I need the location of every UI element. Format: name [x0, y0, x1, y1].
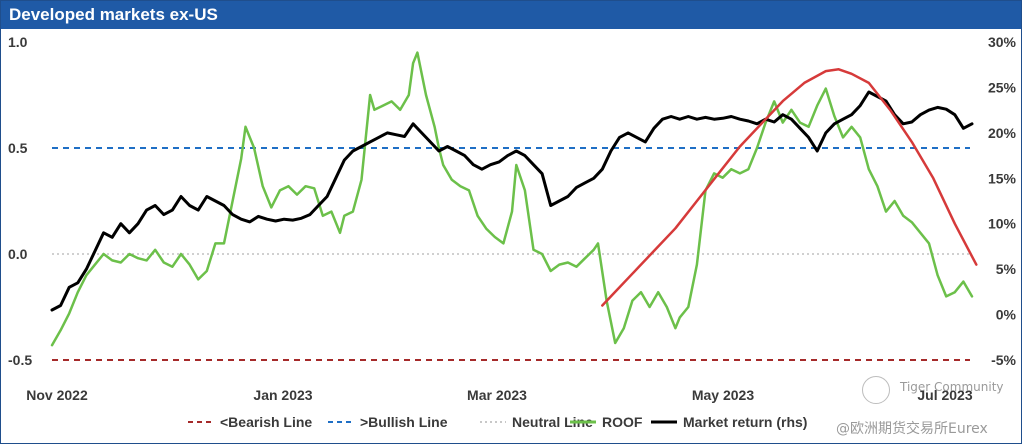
y-right-tick-label: 15% [988, 170, 1017, 186]
legend-label: ROOF [602, 414, 643, 430]
x-tick-label: Jan 2023 [253, 387, 312, 403]
y-left-tick-label: -0.5 [8, 352, 32, 368]
y-right-tick-label: 5% [996, 261, 1017, 277]
y-right-tick-label: 30% [988, 34, 1017, 50]
chart-title: Developed markets ex-US [9, 5, 218, 24]
series-line-2 [601, 68, 978, 307]
y-right-tick-label: 10% [988, 216, 1017, 232]
watermark-line1: Tiger Community [900, 380, 1004, 394]
legend-label: Neutral Line [512, 414, 593, 430]
legend-label: <Bearish Line [220, 414, 312, 430]
legend-label: Market return (rhs) [683, 414, 807, 430]
y-right-tick-label: 20% [988, 125, 1017, 141]
reference-lines [52, 147, 970, 361]
x-tick-label: Jul 2023 [917, 387, 972, 403]
legend: <Bearish Line >Bullish Line Neutral Line RO… [188, 414, 807, 430]
legend-label: >Bullish Line [360, 414, 448, 430]
y-left-axis: 1.0 0.5 0.0 -0.5 [8, 34, 32, 368]
y-right-tick-label: 0% [996, 307, 1017, 323]
y-right-tick-label: 25% [988, 79, 1017, 95]
tiger-logo-icon [862, 376, 890, 404]
watermark-line2: @欧洲期货交易所Eurex [836, 421, 988, 437]
x-tick-label: Nov 2022 [26, 387, 88, 403]
series-line-0 [50, 51, 974, 347]
x-tick-label: Mar 2023 [467, 387, 527, 403]
y-right-axis: 30% 25% 20% 15% 10% 5% 0% -5% [988, 34, 1017, 368]
x-tick-label: May 2023 [692, 387, 754, 403]
series-lines [50, 51, 978, 347]
y-left-tick-label: 1.0 [8, 34, 28, 50]
chart-header: Developed markets ex-US [1, 1, 1021, 29]
y-right-tick-label: -5% [991, 352, 1016, 368]
y-left-tick-label: 0.0 [8, 246, 28, 262]
x-axis: Nov 2022 Jan 2023 Mar 2023 May 2023 Jul 2023 [26, 387, 973, 403]
series-line-1 [50, 90, 974, 312]
y-left-tick-label: 0.5 [8, 140, 28, 156]
